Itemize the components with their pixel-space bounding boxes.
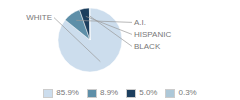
html-text:85.9%: 85.9% <box>56 88 79 97</box>
svg-text:HISPANIC: HISPANIC <box>134 30 171 39</box>
svg-text:A.I.: A.I. <box>134 18 146 27</box>
svg-text:BLACK: BLACK <box>134 42 161 51</box>
html-text:0.3%: 0.3% <box>178 88 197 97</box>
html-text:8.9%: 8.9% <box>100 88 119 97</box>
svg-text:WHITE: WHITE <box>26 13 52 22</box>
html-text:5.0%: 5.0% <box>139 88 158 97</box>
